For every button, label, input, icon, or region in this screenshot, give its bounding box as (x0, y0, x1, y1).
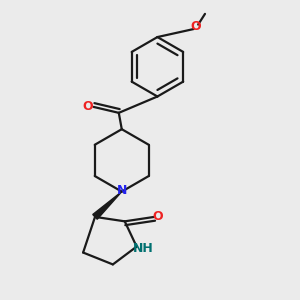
Text: NH: NH (133, 242, 154, 255)
Text: N: N (117, 184, 128, 196)
Text: O: O (152, 210, 163, 224)
Polygon shape (93, 192, 122, 219)
Text: O: O (191, 20, 201, 33)
Text: O: O (83, 100, 94, 113)
